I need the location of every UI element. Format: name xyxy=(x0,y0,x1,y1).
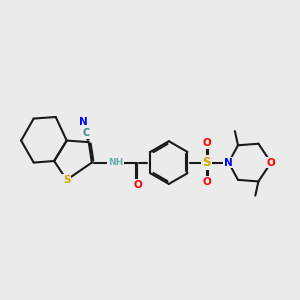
Text: NH: NH xyxy=(108,158,123,167)
Text: O: O xyxy=(202,138,211,148)
Text: N: N xyxy=(224,158,233,168)
Text: N: N xyxy=(79,117,88,127)
Text: O: O xyxy=(267,158,275,168)
Text: O: O xyxy=(202,177,211,187)
Text: C: C xyxy=(83,128,90,138)
Text: S: S xyxy=(63,175,70,185)
Text: O: O xyxy=(133,180,142,190)
Text: S: S xyxy=(202,156,211,169)
